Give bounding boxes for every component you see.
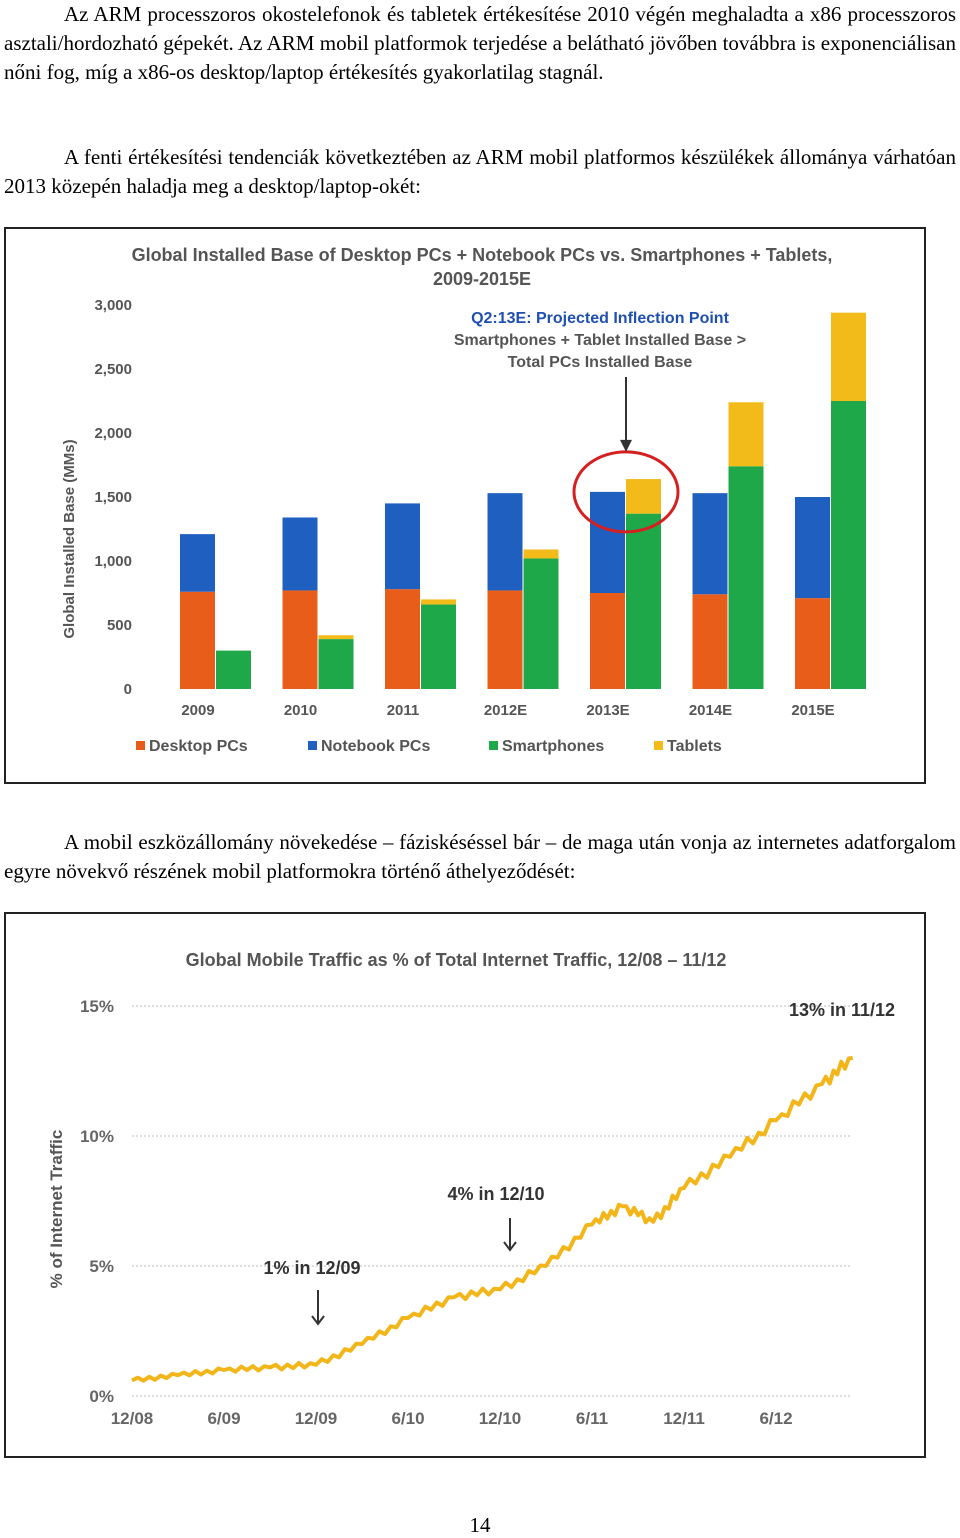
bar-desktop-pcs (692, 594, 728, 689)
legend-label: Desktop PCs (149, 738, 248, 755)
intro-paragraph: Az ARM processzoros okostelefonok és tab… (4, 2, 956, 84)
bar-tablets (421, 599, 456, 605)
x-tick-label: 12/09 (295, 1409, 338, 1428)
y-tick-label: 1,000 (94, 553, 132, 570)
y-tick-label: 3,000 (94, 297, 132, 314)
x-tick-label: 2011 (387, 702, 420, 719)
legend-swatch (654, 741, 663, 750)
traffic-annotation: 4% in 12/10 (447, 1184, 544, 1204)
chart-title: Global Mobile Traffic as % of Total Inte… (186, 950, 727, 970)
legend-swatch (489, 741, 498, 750)
annotation-arrow-head (503, 1241, 517, 1252)
mobile-traffic-paragraph: A mobil eszközállomány növekedése – fázi… (4, 830, 956, 883)
y-tick-label: 0% (89, 1387, 114, 1406)
chart-title: Global Installed Base of Desktop PCs + N… (132, 245, 833, 265)
annotation-arrow-head (311, 1315, 325, 1326)
bar-tablets (728, 402, 764, 467)
inflection-annotation: Q2:13E: Projected Inflection Point (471, 310, 729, 327)
y-tick-label: 0 (124, 681, 132, 698)
x-tick-label: 2013E (586, 702, 629, 719)
x-tick-label: 12/11 (663, 1409, 705, 1428)
inflection-arrow-head (620, 439, 632, 452)
bar-notebook-pcs (487, 493, 523, 591)
bar-tablets (626, 479, 661, 514)
traffic-annotation: 13% in 11/12 (789, 1000, 895, 1020)
y-tick-label: 2,000 (94, 425, 132, 442)
y-tick-label: 2,500 (94, 361, 132, 378)
legend-label: Tablets (667, 738, 722, 755)
y-tick-label: 10% (80, 1127, 114, 1146)
bar-notebook-pcs (692, 493, 728, 595)
bar-smartphones (728, 466, 764, 689)
y-tick-label: 15% (80, 997, 114, 1016)
x-tick-label: 6/10 (391, 1409, 424, 1428)
bar-notebook-pcs (795, 497, 830, 599)
installed-base-chart: Global Installed Base of Desktop PCs + N… (4, 227, 926, 784)
mobile-traffic-chart-svg: Global Mobile Traffic as % of Total Inte… (47, 950, 895, 1428)
mobile-traffic-chart: Global Mobile Traffic as % of Total Inte… (4, 912, 926, 1458)
traffic-annotation: 1% in 12/09 (263, 1258, 360, 1278)
x-tick-label: 2014E (689, 702, 732, 719)
legend-swatch (308, 741, 317, 750)
legend-label: Smartphones (502, 738, 604, 755)
bar-desktop-pcs (180, 591, 215, 689)
bar-tablets (318, 635, 354, 640)
bar-smartphones (831, 401, 866, 689)
bar-smartphones (318, 639, 354, 689)
bar-desktop-pcs (590, 593, 625, 689)
legend-label: Notebook PCs (321, 738, 430, 755)
bar-notebook-pcs (180, 534, 215, 592)
y-axis-label: % of Internet Traffic (47, 1130, 66, 1289)
bar-desktop-pcs (487, 590, 523, 689)
inflection-annotation: Total PCs Installed Base (508, 354, 693, 371)
y-tick-label: 1,500 (94, 489, 132, 506)
x-tick-label: 2015E (791, 702, 834, 719)
x-tick-label: 12/08 (111, 1409, 154, 1428)
page-number: 14 (469, 1513, 491, 1537)
bar-desktop-pcs (385, 589, 420, 689)
x-tick-label: 6/11 (576, 1409, 608, 1428)
traffic-line (131, 1056, 853, 1383)
x-tick-label: 2010 (284, 702, 317, 719)
bar-smartphones (421, 604, 456, 689)
bar-desktop-pcs (795, 598, 830, 689)
bar-desktop-pcs (282, 590, 318, 689)
x-tick-label: 2009 (181, 702, 214, 719)
bar-notebook-pcs (590, 491, 625, 593)
bar-smartphones (216, 650, 251, 689)
x-tick-label: 12/10 (479, 1409, 522, 1428)
y-tick-label: 5% (89, 1257, 114, 1276)
bar-tablets (523, 549, 559, 559)
x-tick-label: 2012E (484, 702, 527, 719)
installed-base-paragraph: A fenti értékesítési tendenciák következ… (4, 145, 956, 198)
bar-smartphones (626, 513, 661, 689)
bar-tablets (831, 312, 866, 401)
x-tick-label: 6/12 (759, 1409, 792, 1428)
bar-notebook-pcs (385, 503, 420, 590)
y-tick-label: 500 (107, 617, 132, 634)
x-tick-label: 6/09 (207, 1409, 240, 1428)
chart-title: 2009-2015E (433, 269, 531, 289)
installed-base-chart-svg: Global Installed Base of Desktop PCs + N… (61, 245, 866, 755)
bar-smartphones (523, 558, 559, 689)
legend-swatch (136, 741, 145, 750)
inflection-annotation: Smartphones + Tablet Installed Base > (454, 332, 746, 349)
bar-notebook-pcs (282, 517, 318, 591)
y-axis-label: Global Installed Base (MMs) (61, 439, 78, 638)
